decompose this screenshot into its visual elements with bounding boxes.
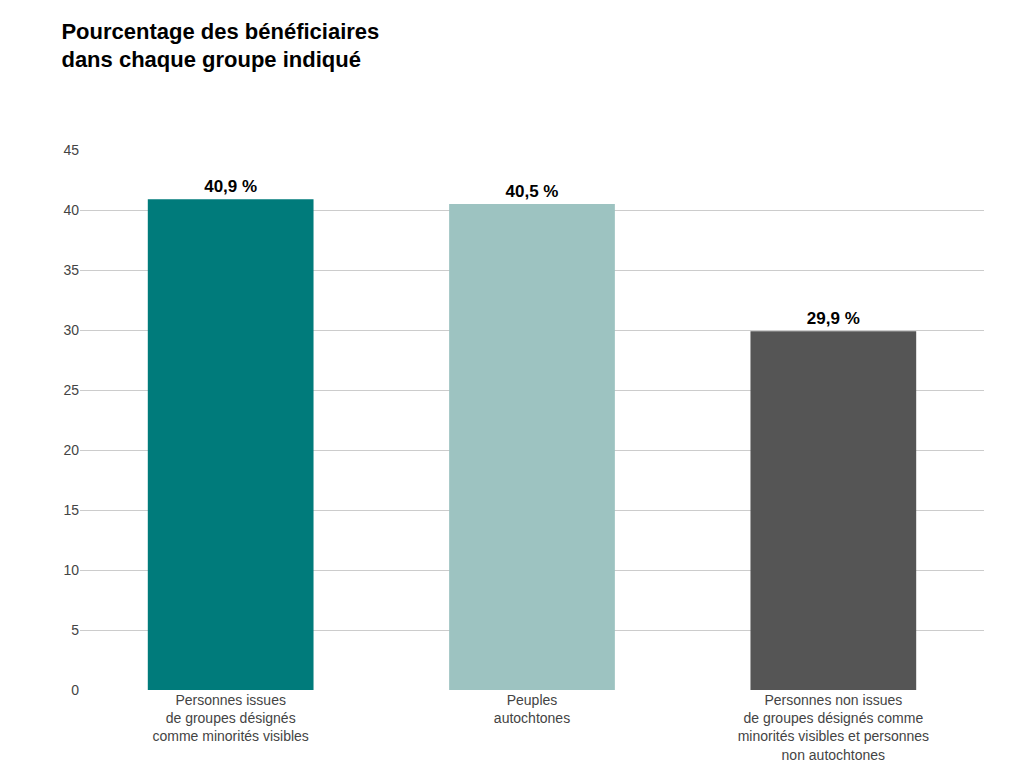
- svg-text:35: 35: [63, 262, 79, 278]
- svg-text:Personnes non issuesde groupes: Personnes non issuesde groupes désignés …: [738, 692, 929, 763]
- svg-text:29,9 %: 29,9 %: [807, 309, 860, 328]
- svg-text:40,5 %: 40,5 %: [506, 182, 559, 201]
- svg-text:30: 30: [63, 322, 79, 338]
- svg-text:40: 40: [63, 202, 79, 218]
- svg-text:Pourcentage des bénéficiairesd: Pourcentage des bénéficiairesdans chaque…: [61, 19, 379, 73]
- svg-text:20: 20: [63, 442, 79, 458]
- svg-text:0: 0: [71, 682, 79, 698]
- svg-text:10: 10: [63, 562, 79, 578]
- svg-text:Peuplesautochtones: Peuplesautochtones: [494, 692, 570, 726]
- svg-text:25: 25: [63, 382, 79, 398]
- svg-text:5: 5: [71, 622, 79, 638]
- svg-text:45: 45: [63, 142, 79, 158]
- svg-text:15: 15: [63, 502, 79, 518]
- svg-text:40,9 %: 40,9 %: [204, 177, 257, 196]
- svg-text:Personnes issuesde groupes dés: Personnes issuesde groupes désignéscomme…: [152, 692, 308, 744]
